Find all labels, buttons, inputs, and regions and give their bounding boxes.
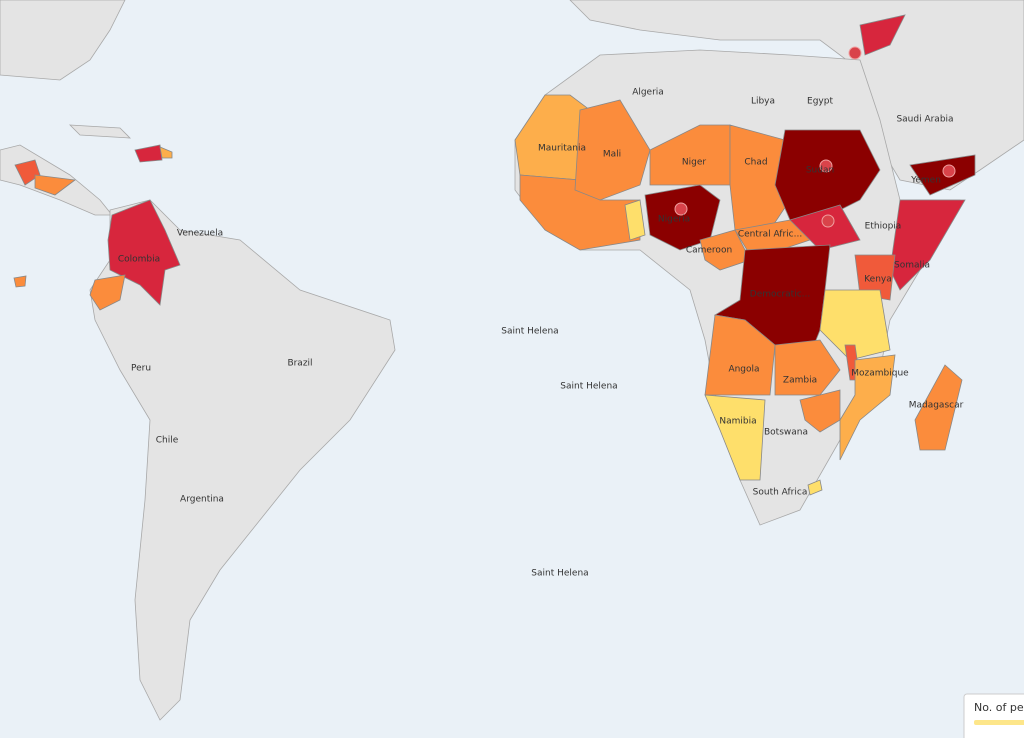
country-label: Niger bbox=[682, 158, 706, 168]
country-label: Madagascar bbox=[909, 401, 964, 411]
country-label: Kenya bbox=[864, 275, 892, 285]
country-label: Brazil bbox=[287, 359, 312, 369]
country-label: Cameroon bbox=[686, 246, 732, 256]
territory-label: Saint Helena bbox=[560, 382, 617, 392]
marker bbox=[821, 214, 835, 228]
labels: Algeria Libya Egypt Saudi Arabia Maurita… bbox=[118, 88, 964, 579]
territory-label: Saint Helena bbox=[531, 569, 588, 579]
country-label: Angola bbox=[728, 365, 759, 375]
country-label: Sudan bbox=[806, 166, 834, 176]
country-label: Mauritania bbox=[538, 144, 586, 154]
country-label: Egypt bbox=[807, 97, 833, 107]
country-label: Ethiopia bbox=[865, 222, 902, 232]
country-label: Peru bbox=[131, 364, 151, 374]
country-label: Algeria bbox=[632, 88, 664, 98]
country-label: Democratic... bbox=[750, 290, 810, 300]
country-label: Chile bbox=[156, 436, 179, 446]
country-label: Zambia bbox=[783, 376, 817, 386]
legend: No. of pe bbox=[963, 693, 1024, 738]
marker bbox=[674, 202, 688, 216]
country-label: Nigeria bbox=[658, 215, 690, 225]
country-label: Saudi Arabia bbox=[896, 115, 953, 125]
country-label: Chad bbox=[744, 158, 767, 168]
marker bbox=[942, 164, 956, 178]
country-label: Central Afric... bbox=[738, 230, 802, 240]
country-label: Libya bbox=[751, 97, 775, 107]
markers bbox=[674, 46, 956, 228]
legend-box bbox=[963, 693, 1024, 738]
country-label: Mali bbox=[603, 150, 621, 160]
marker bbox=[819, 159, 833, 173]
legend-title: No. of pe bbox=[974, 701, 1024, 714]
country-label: South Africa bbox=[753, 488, 808, 498]
legend-scale bbox=[974, 720, 1024, 725]
country-label: Argentina bbox=[180, 495, 224, 505]
country-label: Venezuela bbox=[177, 229, 223, 239]
country-label: Somalia bbox=[894, 261, 930, 271]
country-label: Namibia bbox=[719, 417, 756, 427]
country-label: Botswana bbox=[764, 428, 808, 438]
country-label: Yemen bbox=[910, 176, 941, 186]
countries bbox=[13, 14, 976, 496]
country-label: Colombia bbox=[118, 255, 160, 265]
territory-label: Saint Helena bbox=[501, 327, 558, 337]
marker bbox=[848, 46, 862, 60]
country-label: Mozambique bbox=[851, 369, 909, 379]
